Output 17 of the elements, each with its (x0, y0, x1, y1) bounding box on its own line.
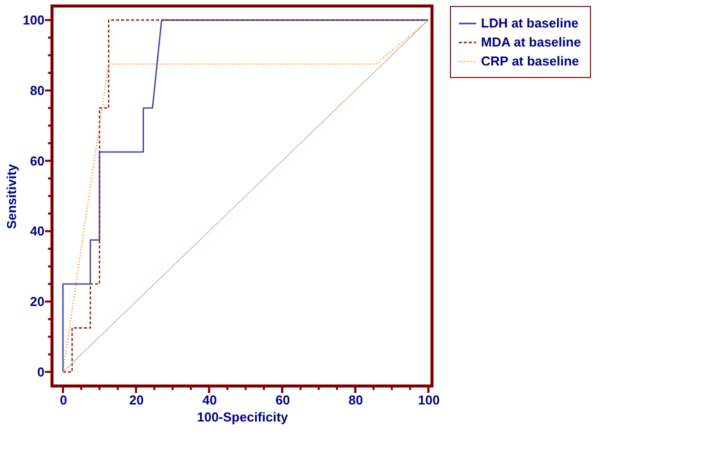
y-tick-label: 100 (22, 12, 44, 28)
legend-label: MDA at baseline (481, 34, 581, 50)
x-tick-label: 100 (418, 392, 440, 408)
y-tick-label: 80 (30, 82, 44, 98)
legend-label: LDH at baseline (481, 16, 579, 30)
x-tick-label: 80 (348, 392, 364, 408)
x-axis-title: 100-Specificity (196, 410, 289, 424)
x-tick-label: 20 (129, 392, 144, 408)
legend-label: CRP at baseline (481, 54, 580, 68)
y-tick-label: 0 (37, 364, 44, 380)
y-tick-label: 40 (30, 224, 44, 239)
x-tick-label: 40 (202, 392, 217, 408)
y-axis-title: Sensitivity (4, 163, 19, 230)
x-tick-label: 60 (275, 392, 290, 408)
y-tick-label: 60 (30, 153, 44, 168)
x-tick-label: 0 (60, 392, 68, 408)
y-tick-label: 20 (30, 294, 44, 310)
